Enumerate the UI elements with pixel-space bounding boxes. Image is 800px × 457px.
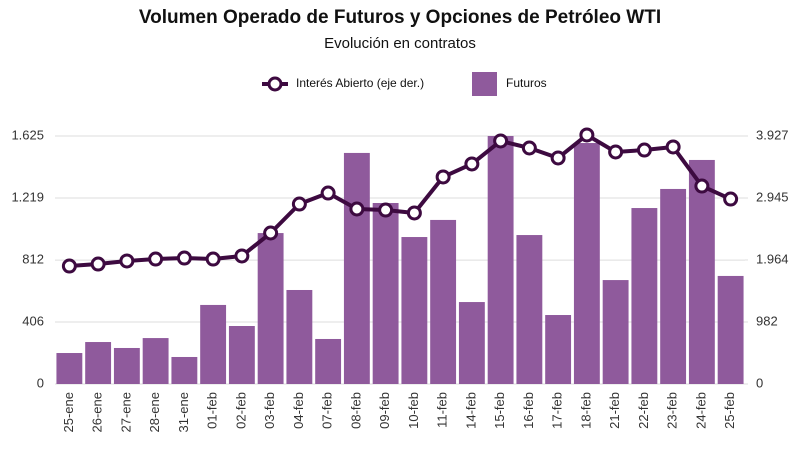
- legend-swatch: [472, 72, 497, 96]
- line-marker: [406, 205, 422, 221]
- x-tick-label: 28-ene: [147, 392, 162, 432]
- x-tick-label: 25-ene: [61, 392, 76, 432]
- y2-tick-label: 982: [756, 313, 778, 328]
- x-tick-label: 10-feb: [406, 392, 421, 429]
- x-tick-label: 31-ene: [176, 392, 191, 432]
- y2-tick-label: 3.927: [756, 127, 789, 142]
- bar: [430, 219, 457, 384]
- bar: [286, 289, 313, 384]
- x-tick-label: 23-feb: [665, 392, 680, 429]
- bar: [171, 356, 198, 384]
- legend-swatch: [267, 76, 283, 92]
- y2-tick-label: 1.964: [756, 251, 789, 266]
- bar: [401, 237, 428, 384]
- x-tick-label: 18-feb: [578, 392, 593, 429]
- x-tick-label: 24-feb: [693, 392, 708, 429]
- legend-label: Futuros: [506, 76, 547, 90]
- bar: [228, 326, 255, 384]
- x-tick-label: 22-feb: [636, 392, 651, 429]
- x-tick-label: 11-feb: [435, 392, 450, 428]
- x-tick-label: 21-feb: [607, 392, 622, 429]
- bar: [343, 152, 370, 384]
- x-tick-label: 09-feb: [377, 392, 392, 429]
- bar: [200, 304, 227, 384]
- bar: [545, 315, 572, 384]
- x-tick-label: 25-feb: [722, 392, 737, 429]
- line-marker: [148, 251, 164, 267]
- bar: [315, 338, 342, 384]
- line-marker: [119, 253, 135, 269]
- bar: [458, 302, 485, 384]
- x-tick-label: 07-feb: [320, 392, 335, 429]
- line-marker: [435, 169, 451, 185]
- line-marker: [378, 202, 394, 218]
- line-marker: [636, 142, 652, 158]
- y-tick-label: 812: [22, 252, 44, 267]
- line-marker: [61, 258, 77, 274]
- line-marker: [694, 178, 710, 194]
- bar: [660, 188, 687, 384]
- y-tick-label: 406: [22, 313, 44, 328]
- bar: [85, 342, 112, 384]
- x-tick-label: 26-ene: [90, 392, 105, 432]
- y-tick-label: 0: [37, 375, 44, 390]
- x-tick-label: 15-feb: [492, 392, 507, 429]
- line-marker: [665, 139, 681, 155]
- bar: [142, 338, 169, 384]
- line-marker: [349, 201, 365, 217]
- bar: [516, 235, 543, 384]
- x-tick-label: 01-feb: [205, 392, 220, 429]
- x-tick-label: 02-feb: [233, 392, 248, 429]
- x-tick-label: 04-feb: [291, 392, 306, 429]
- line-marker: [723, 191, 739, 207]
- line-marker: [320, 185, 336, 201]
- bar: [56, 353, 83, 384]
- line-marker: [493, 133, 509, 149]
- chart-subtitle: Evolución en contratos: [324, 35, 476, 52]
- bar: [487, 136, 514, 384]
- bar: [113, 347, 140, 384]
- line-marker: [234, 248, 250, 264]
- line-marker: [291, 196, 307, 212]
- y-tick-label: 1.625: [11, 127, 44, 142]
- bar: [257, 233, 284, 384]
- x-tick-label: 16-feb: [521, 392, 536, 429]
- y2-tick-label: 2.945: [756, 189, 789, 204]
- line-marker: [608, 144, 624, 160]
- line-marker: [521, 140, 537, 156]
- x-tick-label: 17-feb: [550, 392, 565, 429]
- x-tick-label: 03-feb: [262, 392, 277, 429]
- line-marker: [579, 127, 595, 143]
- line-marker: [90, 256, 106, 272]
- legend-label: Interés Abierto (eje der.): [296, 76, 424, 90]
- x-tick-label: 27-ene: [118, 392, 133, 432]
- line-marker: [176, 250, 192, 266]
- line-marker: [550, 150, 566, 166]
- line-marker: [205, 251, 221, 267]
- bar: [372, 202, 399, 384]
- x-tick-label: 08-feb: [348, 392, 363, 429]
- x-tick-label: 14-feb: [463, 392, 478, 429]
- line-marker: [464, 156, 480, 172]
- bar: [573, 143, 600, 384]
- chart-title: Volumen Operado de Futuros y Opciones de…: [139, 7, 661, 28]
- line-marker: [263, 225, 279, 241]
- y-tick-label: 1.219: [11, 189, 44, 204]
- bar: [602, 280, 629, 384]
- bar: [688, 159, 715, 384]
- bar: [717, 275, 744, 384]
- y2-tick-label: 0: [756, 375, 763, 390]
- bar: [631, 208, 658, 384]
